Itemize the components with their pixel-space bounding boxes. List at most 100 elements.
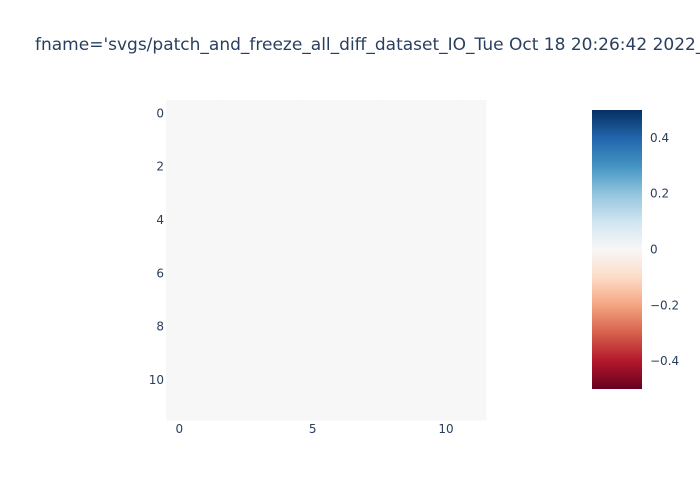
heatmap-cell: [219, 126, 247, 154]
heatmap-cell: [352, 153, 380, 181]
heatmap-cell: [272, 366, 300, 394]
heatmap-cell: [272, 393, 300, 421]
colorbar-ticks: 0.4 0.2 0 −0.2 −0.4: [650, 131, 679, 368]
heatmap-cell: [166, 366, 194, 394]
colorbar-tick-label: 0.2: [650, 187, 669, 201]
heatmap-cell: [219, 313, 247, 341]
heatmap-cell: [326, 366, 354, 394]
heatmap-cell: [379, 206, 407, 234]
heatmap-cell: [406, 180, 434, 208]
heatmap-cell: [406, 340, 434, 368]
heatmap-cell: [272, 286, 300, 314]
heatmap-cell: [192, 206, 220, 234]
heatmap-cell: [326, 393, 354, 421]
heatmap-cell: [246, 233, 274, 261]
heatmap-cell: [459, 206, 487, 234]
heatmap-cell: [352, 340, 380, 368]
heatmap-cell: [459, 393, 487, 421]
heatmap-cell: [166, 153, 194, 181]
heatmap-cell: [192, 366, 220, 394]
heatmap-cell: [246, 260, 274, 288]
heatmap-cell: [219, 233, 247, 261]
heatmap-cell: [219, 153, 247, 181]
heatmap-cell: [406, 313, 434, 341]
x-tick-label: 0: [176, 422, 184, 436]
heatmap-cell: [166, 260, 194, 288]
heatmap-cell: [459, 180, 487, 208]
heatmap-cell: [219, 286, 247, 314]
heatmap-cell: [299, 153, 327, 181]
heatmap-cell: [406, 286, 434, 314]
heatmap-cell: [379, 260, 407, 288]
heatmap-cell: [246, 340, 274, 368]
heatmap-cell: [272, 153, 300, 181]
heatmap-cell: [352, 100, 380, 128]
y-tick-label: 6: [156, 266, 164, 280]
heatmap-cell: [406, 233, 434, 261]
heatmap-cell: [459, 366, 487, 394]
heatmap-cell: [246, 206, 274, 234]
heatmap-cell: [299, 286, 327, 314]
heatmap-cell: [166, 340, 194, 368]
heatmap-cell: [166, 100, 194, 128]
heatmap-cell: [379, 180, 407, 208]
heatmap-cell: [272, 233, 300, 261]
heatmap-cell: [299, 180, 327, 208]
heatmap-cell: [352, 126, 380, 154]
heatmap-cell: [272, 100, 300, 128]
heatmap-cell: [192, 153, 220, 181]
heatmap-cell: [379, 233, 407, 261]
heatmap-cell: [326, 260, 354, 288]
heatmap-cell: [379, 100, 407, 128]
heatmap-cell: [246, 180, 274, 208]
heatmap-cell: [272, 260, 300, 288]
heatmap-cell: [192, 286, 220, 314]
heatmap-cell: [406, 393, 434, 421]
heatmap-cell: [192, 126, 220, 154]
heatmap-cell: [352, 313, 380, 341]
heatmap-cell: [246, 313, 274, 341]
heatmap-cell: [352, 260, 380, 288]
heatmap-cell: [192, 100, 220, 128]
heatmap-cell: [192, 233, 220, 261]
heatmap-cell: [432, 126, 460, 154]
heatmap-cell: [432, 340, 460, 368]
y-tick-label: 4: [156, 213, 164, 227]
heatmap-cell: [379, 126, 407, 154]
heatmap-cell: [459, 126, 487, 154]
heatmap-cell: [459, 100, 487, 128]
heatmap-cell: [246, 393, 274, 421]
heatmap-cell: [379, 366, 407, 394]
heatmap-cell: [432, 286, 460, 314]
heatmap-cell: [192, 340, 220, 368]
heatmap-cell: [299, 313, 327, 341]
heatmap-cell: [432, 233, 460, 261]
heatmap-cell: [406, 206, 434, 234]
heatmap-cell: [352, 180, 380, 208]
heatmap-cell: [459, 340, 487, 368]
heatmap-cell: [272, 313, 300, 341]
heatmap-cell: [432, 260, 460, 288]
heatmap-cell: [326, 286, 354, 314]
y-axis: 0 2 4 6 8 10: [149, 106, 164, 387]
heatmap-cell: [326, 233, 354, 261]
heatmap-cells: [166, 100, 487, 421]
heatmap-cell: [326, 126, 354, 154]
heatmap-cell: [406, 366, 434, 394]
heatmap-cell: [406, 260, 434, 288]
colorbar: 0.4 0.2 0 −0.2 −0.4: [592, 110, 679, 389]
colorbar-tick-label: 0.4: [650, 131, 669, 145]
heatmap-cell: [459, 286, 487, 314]
heatmap-cell: [379, 340, 407, 368]
heatmap-cell: [352, 286, 380, 314]
heatmap-cell: [432, 180, 460, 208]
heatmap-cell: [379, 393, 407, 421]
heatmap-cell: [192, 260, 220, 288]
heatmap-cell: [459, 313, 487, 341]
heatmap-cell: [459, 153, 487, 181]
heatmap-cell: [326, 206, 354, 234]
heatmap-cell: [326, 100, 354, 128]
heatmap-cell: [326, 313, 354, 341]
heatmap-cell: [326, 153, 354, 181]
